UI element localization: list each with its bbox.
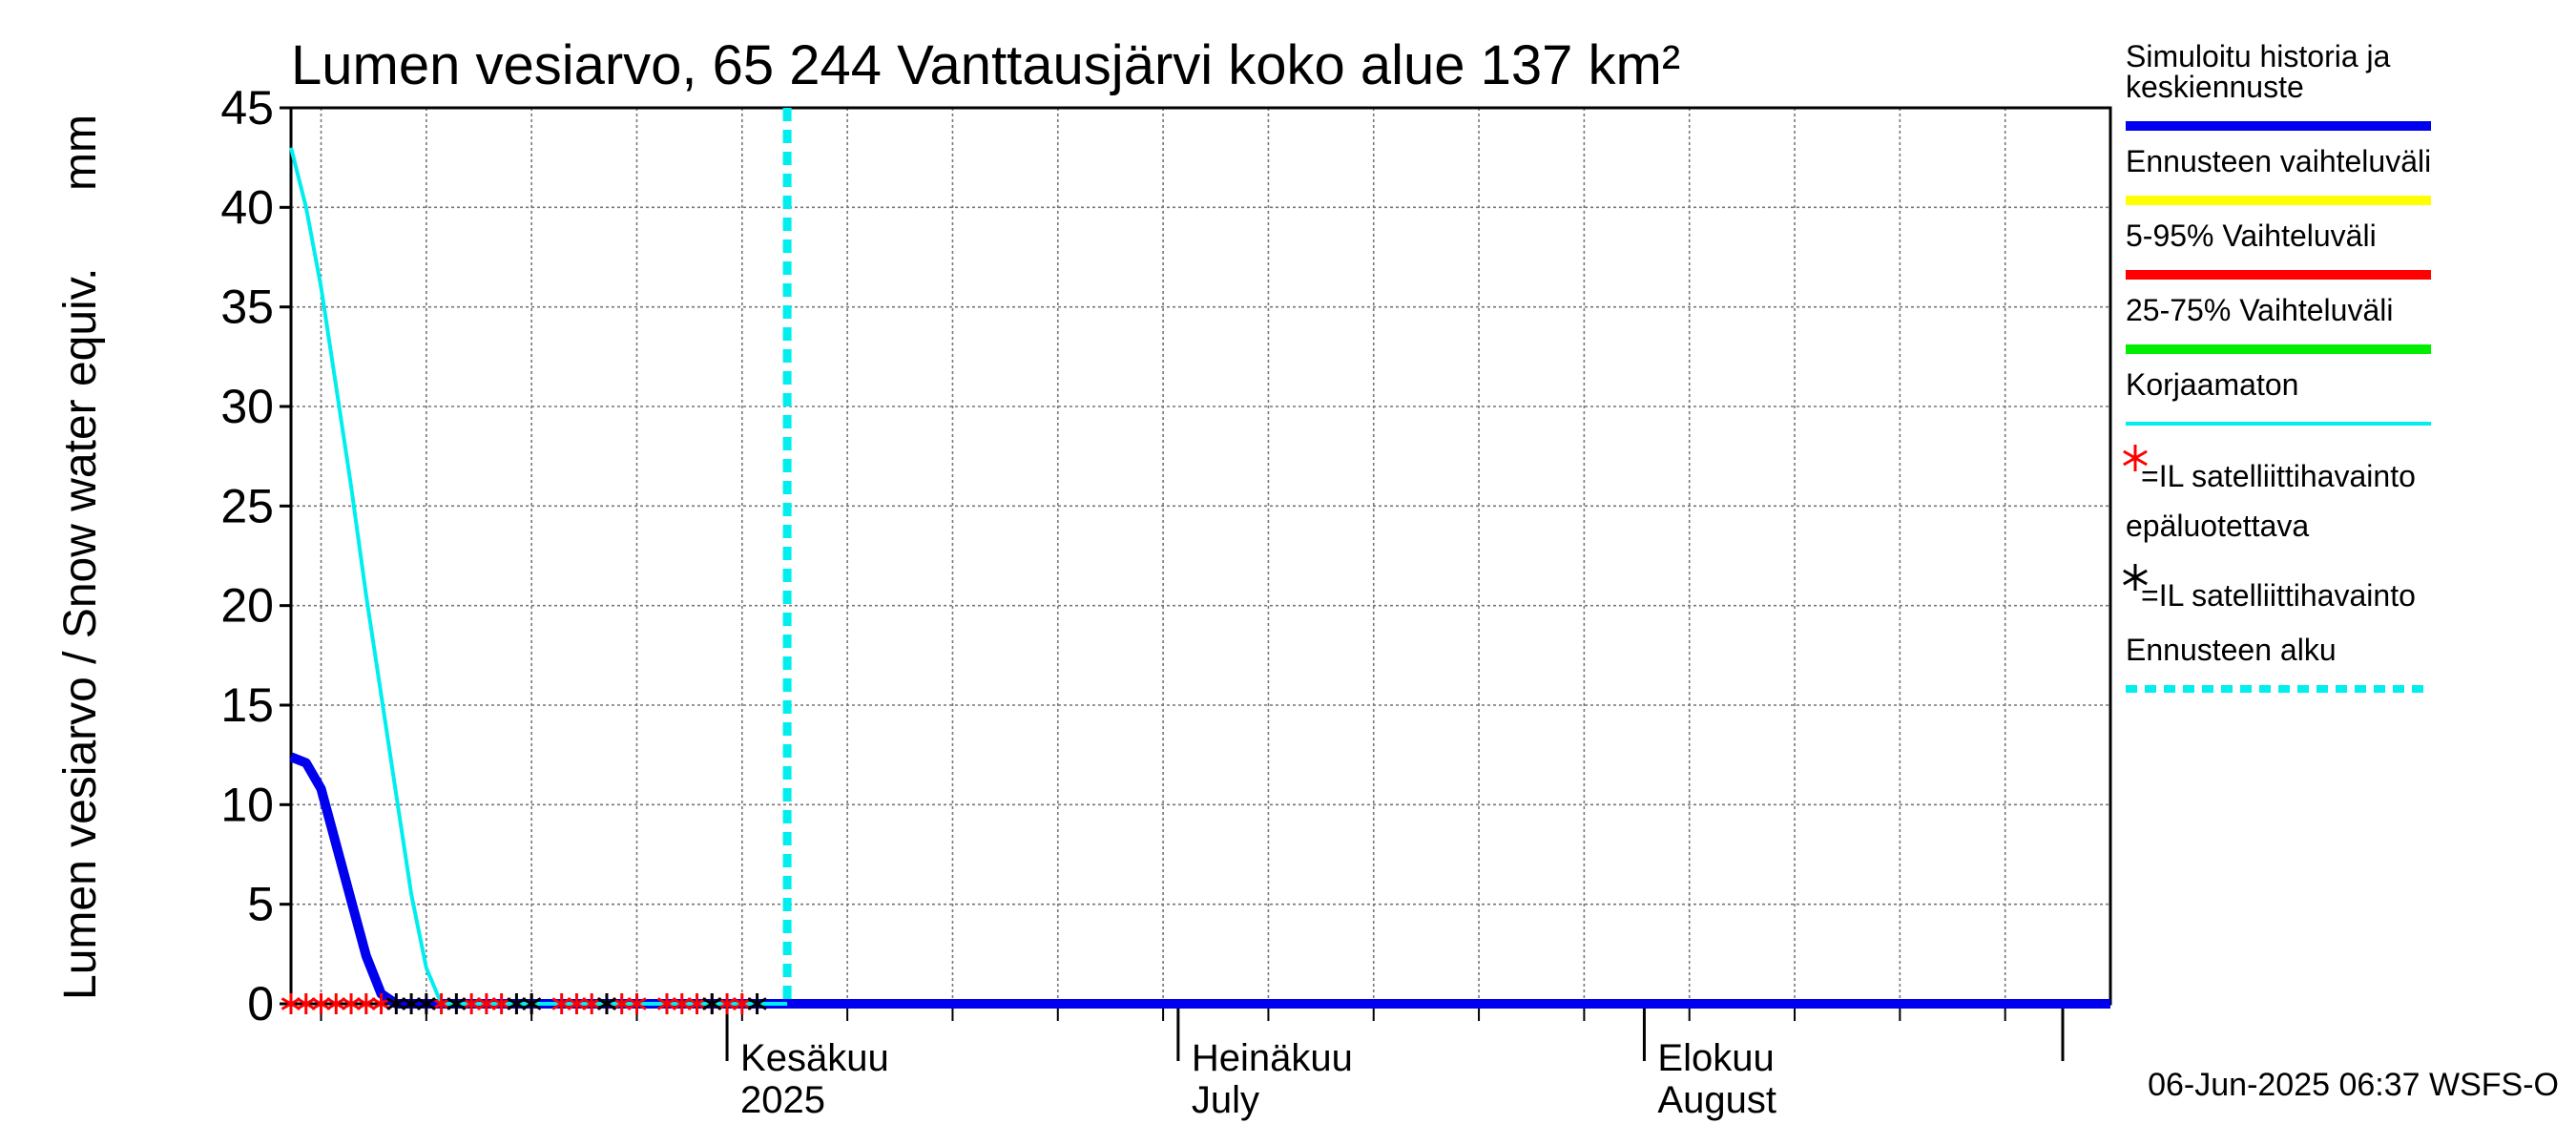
legend-label-fstart: Ennusteen alku [2126, 633, 2337, 667]
y-tick-label: 30 [220, 380, 274, 433]
satellite-obs-unreliable-marker [296, 993, 317, 1014]
legend-marker-sat_unrel [2123, 445, 2148, 471]
satellite-obs-unreliable-marker [311, 993, 331, 1014]
legend-label-sim: Simuloitu historia ja [2126, 39, 2391, 73]
series-line-simulated [289, 752, 2110, 1009]
satellite-markers [280, 993, 767, 1014]
y-tick-label: 15 [220, 678, 274, 732]
legend-label-p25_75: 25-75% Vaihteluväli [2126, 293, 2393, 327]
y-tick-label: 10 [220, 778, 274, 831]
satellite-obs-unreliable-marker [280, 993, 301, 1014]
series [289, 108, 2110, 1009]
satellite-obs-unreliable-marker [627, 993, 647, 1014]
legend-label-p5_95: 5-95% Vaihteluväli [2126, 219, 2377, 253]
satellite-obs-unreliable-marker [371, 993, 391, 1014]
satellite-obs-unreliable-marker [326, 993, 346, 1014]
satellite-obs-unreliable-marker [672, 993, 693, 1014]
y-axis-label: Lumen vesiarvo / Snow water equiv. [55, 268, 106, 1000]
y-tick-label: 25 [220, 479, 274, 532]
x-month-label: Kesäkuu [740, 1037, 889, 1079]
satellite-obs-marker [521, 993, 542, 1014]
satellite-obs-unreliable-marker [656, 993, 677, 1014]
satellite-obs-unreliable-marker [551, 993, 571, 1014]
x-month-sublabel: 2025 [740, 1079, 825, 1121]
legend-marker-sat [2123, 564, 2148, 591]
satellite-obs-unreliable-marker [567, 993, 587, 1014]
satellite-obs-unreliable-marker [431, 993, 451, 1014]
satellite-obs-unreliable-marker [491, 993, 511, 1014]
satellite-obs-unreliable-marker [341, 993, 362, 1014]
satellite-obs-marker [386, 993, 406, 1014]
x-month-sublabel: July [1192, 1079, 1259, 1121]
satellite-obs-unreliable-marker [356, 993, 377, 1014]
y-tick-label: 20 [220, 579, 274, 633]
legend-label-sim: keskiennuste [2126, 70, 2304, 104]
legend-label-sat_unrel: =IL satelliittihavainto [2141, 459, 2416, 493]
y-tick-label: 40 [220, 180, 274, 234]
satellite-obs-unreliable-marker [461, 993, 482, 1014]
satellite-obs-marker [596, 993, 617, 1014]
satellite-obs-marker [702, 993, 722, 1014]
y-tick-label: 35 [220, 281, 274, 334]
grid [291, 107, 2110, 1005]
x-month-label: Heinäkuu [1192, 1037, 1353, 1079]
satellite-obs-unreliable-marker [476, 993, 497, 1014]
satellite-obs-unreliable-marker [732, 993, 753, 1014]
satellite-obs-marker [401, 993, 422, 1014]
legend-label-sat_unrel-line2: epäluotettava [2126, 509, 2309, 543]
legend-label-sat: =IL satelliittihavainto [2141, 578, 2416, 613]
legend-label-raw: Korjaamaton [2126, 367, 2298, 402]
y-axis-unit: mm [55, 114, 106, 191]
satellite-obs-marker [447, 993, 467, 1014]
legend-label-range: Ennusteen vaihteluväli [2126, 144, 2431, 178]
axes: 051015202530354045Kesäkuu2025HeinäkuuJul… [220, 81, 2112, 1121]
satellite-obs-unreliable-marker [581, 993, 602, 1014]
satellite-obs-marker [747, 993, 767, 1014]
y-tick-label: 0 [247, 977, 274, 1030]
x-month-sublabel: August [1657, 1079, 1776, 1121]
series-line-uncorrected [289, 147, 788, 1006]
timestamp: 06-Jun-2025 06:37 WSFS-O [2148, 1067, 2559, 1103]
x-month-label: Elokuu [1657, 1037, 1774, 1079]
plot-frame [289, 106, 2112, 1006]
satellite-obs-unreliable-marker [717, 993, 737, 1014]
satellite-obs-marker [416, 993, 437, 1014]
satellite-obs-unreliable-marker [687, 993, 707, 1014]
y-tick-label: 5 [247, 878, 274, 931]
satellite-obs-marker [507, 993, 527, 1014]
chart-title: Lumen vesiarvo, 65 244 Vanttausjärvi kok… [291, 34, 1680, 96]
y-tick-label: 45 [220, 81, 274, 135]
satellite-obs-unreliable-marker [612, 993, 633, 1014]
